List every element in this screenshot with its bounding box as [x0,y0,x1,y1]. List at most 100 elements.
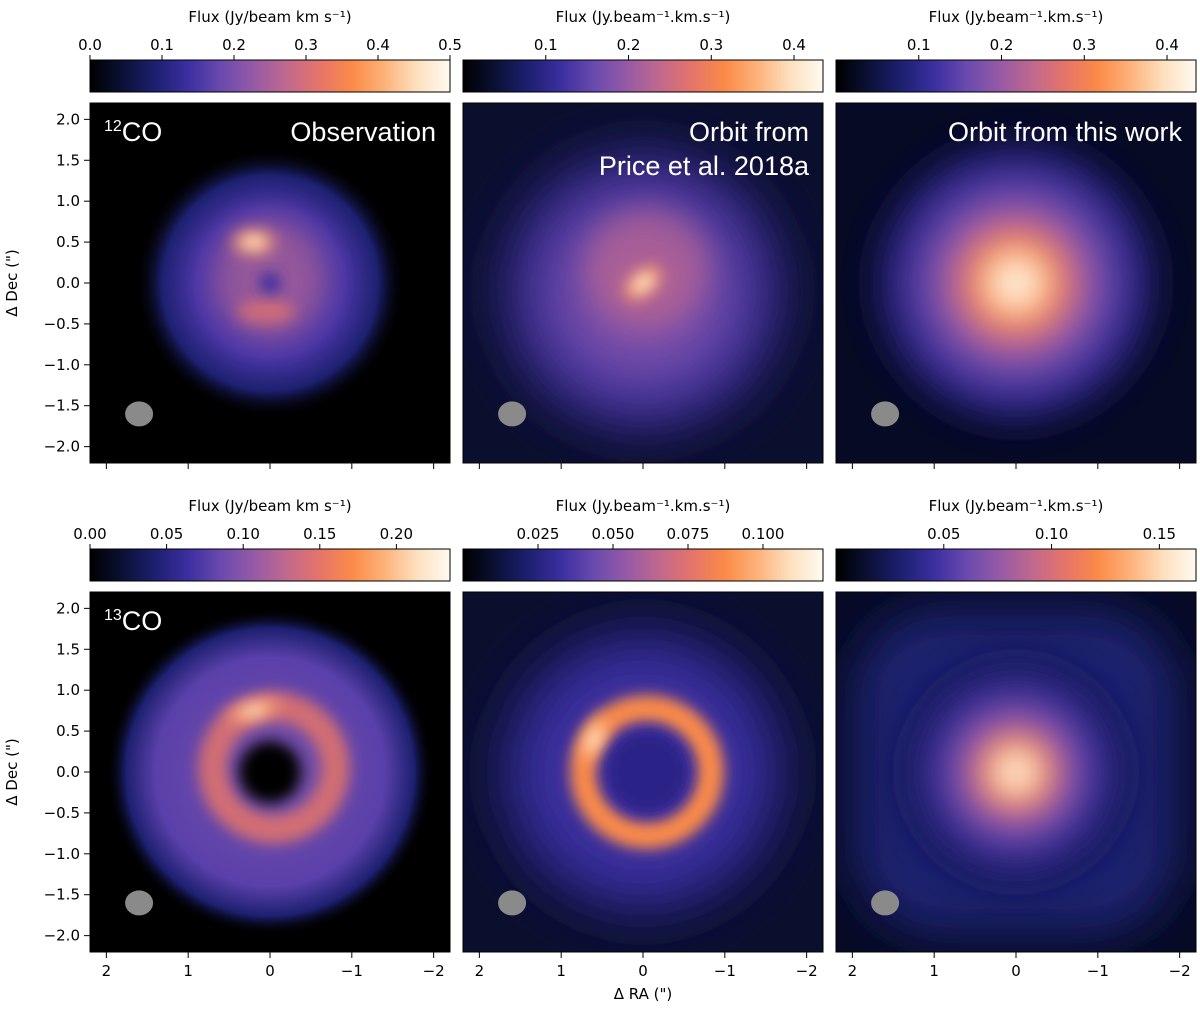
molecule-label: 13CO [104,606,162,636]
map-image [463,592,823,952]
x-tick-label: 2 [475,962,485,980]
colorbar-tick-label: 0.3 [294,36,318,54]
x-tick-label: −1 [341,962,363,980]
beam-ellipse [871,890,900,916]
x-axis-label: Δ RA (") [614,985,672,1003]
emission-cavity [259,272,281,294]
x-tick-label: −1 [1087,962,1109,980]
molecule-label: 12CO [104,117,162,147]
x-tick-label: 1 [183,962,193,980]
beam-ellipse [498,401,527,427]
panel-1-2: Flux (Jy.beam⁻¹.km.s⁻¹) 0.05 0.10 0.15 2 1 0 −1… [835,497,1197,980]
y-tick-label: 1.0 [56,681,80,699]
colorbar-label: Flux (Jy/beam km s⁻¹) [188,8,351,26]
y-tick-label: −0.5 [44,315,80,333]
colorbar-tick-label: 0.0 [78,36,102,54]
x-tick-label: 0 [1011,962,1021,980]
x-tick-label: 0 [265,962,275,980]
x-tick-label: 2 [848,962,858,980]
colorbar-tick-label: 0.05 [927,525,960,543]
colorbar [462,59,824,93]
panel-0-1: Flux (Jy.beam⁻¹.km.s⁻¹) 0.1 0.2 0.3 0.4 Orbit… [462,8,824,469]
colorbar-tick-label: 0.5 [438,36,462,54]
emission-arc [237,299,295,324]
y-tick-label: 1.0 [56,192,80,210]
colorbar-tick-label: 0.100 [742,525,785,543]
panel-title-line: Orbit from [689,117,809,147]
y-tick-label: −1.5 [44,397,80,415]
colorbar-tick-label: 0.00 [73,525,106,543]
x-tick-label: 1 [556,962,566,980]
panel-title-line: Price et al. 2018a [599,151,810,181]
colorbar-tick-label: 0.15 [303,525,336,543]
colorbar-tick-label: 0.2 [617,36,641,54]
colorbar-label: Flux (Jy.beam⁻¹.km.s⁻¹) [929,8,1104,26]
panel-0-2: Flux (Jy.beam⁻¹.km.s⁻¹) 0.1 0.2 0.3 0.4 Orbit… [835,8,1197,469]
panel-1-0: Flux (Jy/beam km s⁻¹)0.00 0.05 0.10 0.15 0.2… [3,497,451,980]
colorbar-tick-label: 0.20 [380,525,413,543]
x-tick-label: 1 [929,962,939,980]
model-ring [570,695,724,849]
x-tick-label: −2 [423,962,445,980]
colorbar-tick-label: 0.1 [150,36,174,54]
colorbar-label: Flux (Jy.beam⁻¹.km.s⁻¹) [929,497,1104,515]
map-image [90,103,450,463]
colorbar-tick-label: 0.025 [517,525,560,543]
colorbar-label: Flux (Jy.beam⁻¹.km.s⁻¹) [556,8,731,26]
model-cavity [606,731,688,813]
colorbar-tick-label: 0.2 [990,36,1014,54]
colorbar [89,548,451,582]
x-tick-label: 0 [638,962,648,980]
y-tick-label: −2.0 [44,438,80,456]
colorbar-tick-label: 0.4 [1155,36,1179,54]
panel-1-1: Flux (Jy.beam⁻¹.km.s⁻¹) 0.025 0.050 0.075 0.… [462,497,824,1003]
map-image [836,592,1196,952]
colorbar-tick-label: 0.075 [667,525,710,543]
y-tick-label: −0.5 [44,804,80,822]
y-tick-label: 0.5 [56,722,80,740]
x-tick-label: 2 [102,962,112,980]
colorbar-label: Flux (Jy.beam⁻¹.km.s⁻¹) [556,497,731,515]
colorbar-tick-label: 0.3 [699,36,723,54]
model-core [848,115,1184,451]
y-tick-label: 2.0 [56,110,80,128]
colorbar [89,59,451,93]
y-axis-label: Δ Dec (") [3,738,21,805]
x-tick-label: −2 [796,962,818,980]
colorbar-tick-label: 0.1 [534,36,558,54]
colorbar-label: Flux (Jy/beam km s⁻¹) [188,497,351,515]
colorbar-tick-label: 0.10 [226,525,259,543]
colorbar-tick-label: 0.15 [1143,525,1176,543]
emission-cavity [238,740,302,804]
y-tick-label: −1.0 [44,356,80,374]
emission-peak [225,224,283,261]
beam-ellipse [125,890,154,916]
panel-title: Observation [290,117,436,147]
colorbar [462,548,824,582]
beam-ellipse [498,890,527,916]
colorbar-tick-label: 0.1 [907,36,931,54]
colorbar-tick-label: 0.05 [150,525,183,543]
panel-title: Orbit from this work [948,117,1183,147]
y-tick-label: 2.0 [56,599,80,617]
colorbar-tick-label: 0.2 [222,36,246,54]
y-tick-label: 0.5 [56,233,80,251]
y-tick-label: 1.5 [56,151,80,169]
y-tick-label: −1.5 [44,886,80,904]
y-tick-label: 0.0 [56,763,80,781]
emission-peak [217,694,290,728]
model-core [885,641,1147,903]
colorbar [835,548,1197,582]
y-tick-label: −2.0 [44,927,80,945]
model-peak [619,261,667,305]
colorbar [835,59,1197,93]
colorbar-tick-label: 0.050 [592,525,635,543]
map-image [90,592,450,952]
colorbar-tick-label: 0.4 [366,36,390,54]
panel-0-0: Flux (Jy/beam km s⁻¹) 0.0 0.1 0.2 0.3 0.4 0.5 2… [3,8,462,469]
beam-ellipse [871,401,900,427]
x-tick-label: −2 [1169,962,1191,980]
colorbar-tick-label: 0.10 [1035,525,1068,543]
y-tick-label: −1.0 [44,845,80,863]
